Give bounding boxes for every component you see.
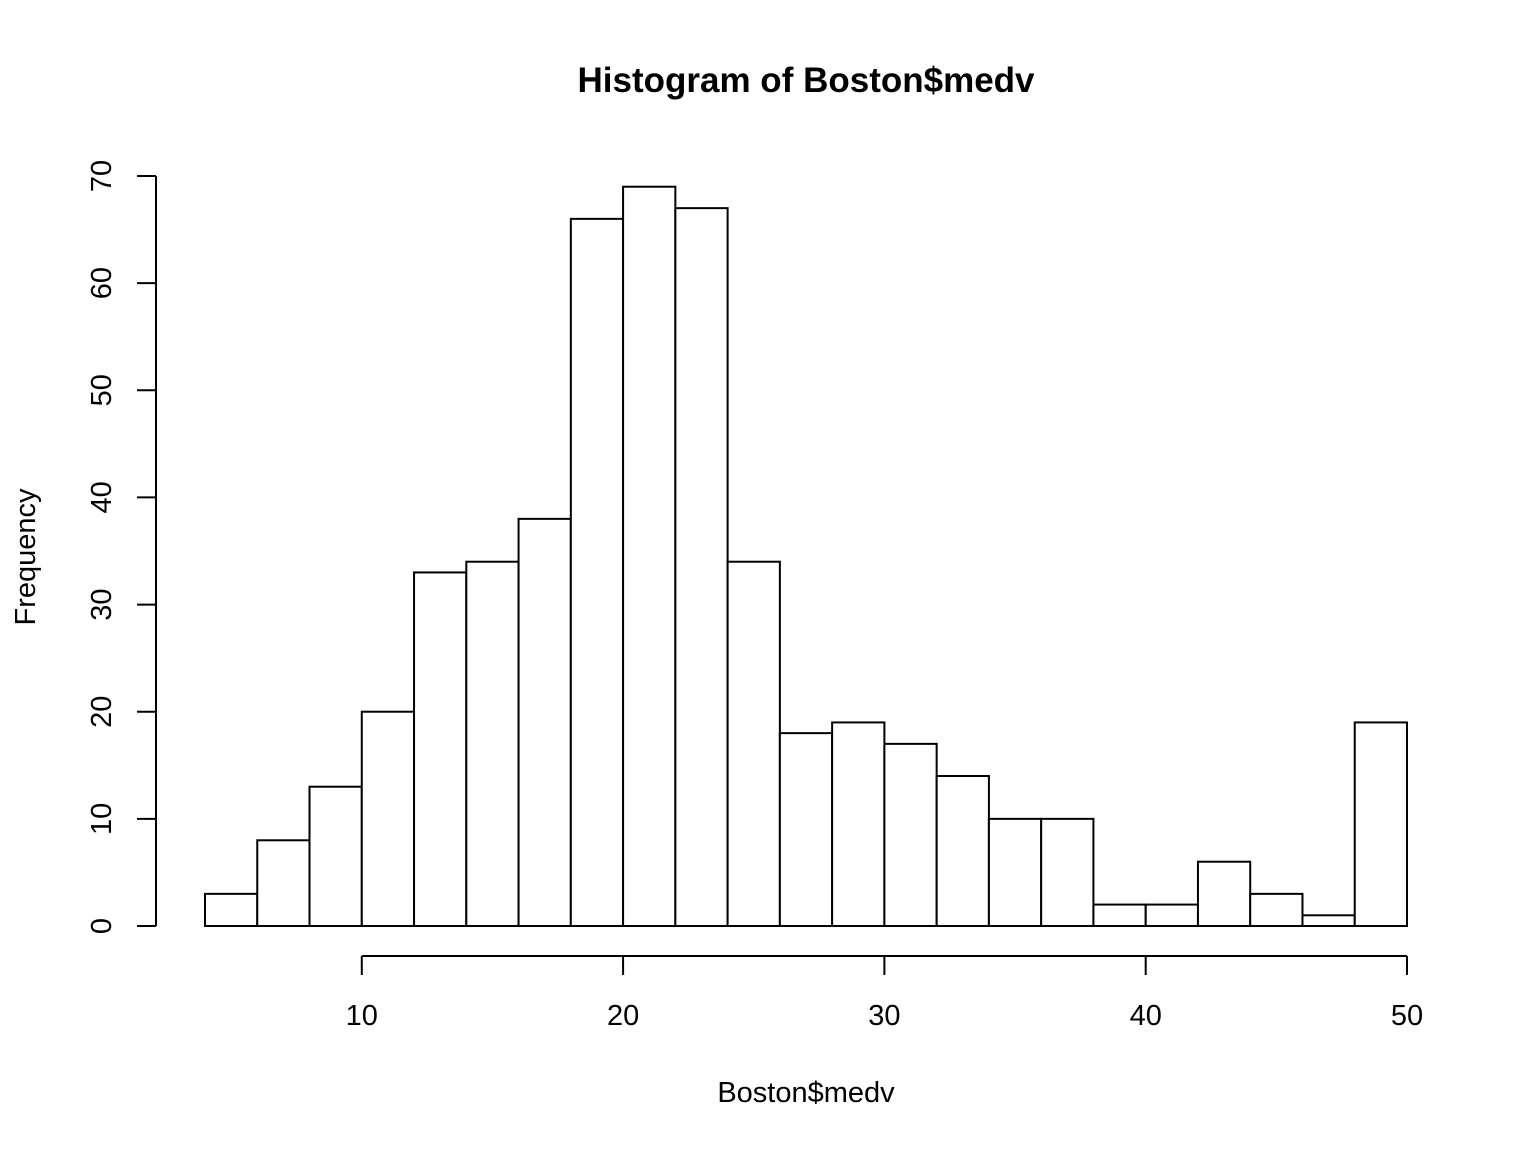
y-tick-label: 20 <box>86 696 118 728</box>
histogram-bar <box>1353 721 1409 928</box>
histogram-bar <box>1040 817 1095 927</box>
histogram-bar <box>204 892 259 927</box>
histogram-bar <box>831 721 886 928</box>
histogram-bar <box>517 517 572 927</box>
y-tick-label: 70 <box>86 160 118 192</box>
histogram-bar <box>1196 860 1252 928</box>
histogram-bar <box>256 839 311 927</box>
x-tick-label: 50 <box>1391 1000 1423 1032</box>
histogram-bar <box>360 710 416 928</box>
histogram-bar <box>413 571 468 928</box>
y-axis: 0 10 20 30 40 50 60 70 <box>86 160 157 934</box>
chart-title: Histogram of Boston$medv <box>578 61 1036 100</box>
y-tick-label: 30 <box>86 588 118 620</box>
histogram-bar <box>778 732 834 928</box>
x-tick-label: 10 <box>346 1000 378 1032</box>
histogram-bar <box>1144 903 1199 927</box>
histogram-bar <box>883 742 938 927</box>
histogram-bar <box>726 560 781 927</box>
histogram-bar <box>1092 903 1147 927</box>
y-tick-label: 50 <box>86 374 118 406</box>
histogram-bar <box>569 217 625 928</box>
y-tick-label: 60 <box>86 267 118 299</box>
histogram-bar <box>674 207 729 927</box>
histogram-bar <box>935 775 990 927</box>
histogram-bar <box>987 817 1043 927</box>
x-tick-label: 40 <box>1130 1000 1162 1032</box>
x-axis-label: Boston$medv <box>717 1077 895 1109</box>
histogram-bar <box>1301 914 1356 927</box>
histogram-bar <box>1249 892 1304 927</box>
y-tick-label: 10 <box>86 803 118 835</box>
histogram-bars <box>204 185 1409 928</box>
x-axis: 10 20 30 40 50 <box>346 955 1423 1032</box>
x-tick-label: 20 <box>607 1000 639 1032</box>
y-tick-label: 40 <box>86 481 118 513</box>
histogram-bar <box>622 185 677 927</box>
x-tick-label: 30 <box>868 1000 900 1032</box>
histogram-bar <box>465 560 520 927</box>
y-axis-label: Frequency <box>10 488 42 626</box>
y-tick-label: 0 <box>86 918 118 934</box>
histogram-bar <box>308 785 363 928</box>
